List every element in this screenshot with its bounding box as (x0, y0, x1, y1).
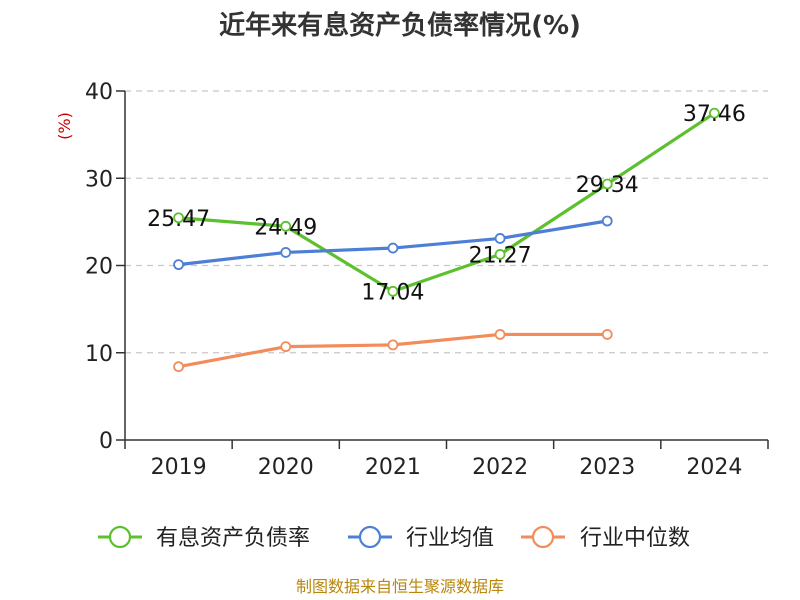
series-line-2 (176, 332, 609, 369)
data-point (601, 329, 613, 340)
data-label: 37.46 (683, 102, 746, 127)
data-point (280, 247, 292, 258)
x-tick-label: 2019 (151, 455, 207, 480)
x-tick-label: 2020 (258, 455, 314, 480)
legend-swatch-marker (108, 525, 132, 549)
legend-swatch-marker (358, 525, 382, 549)
data-label: 29.34 (576, 173, 639, 198)
data-point (709, 107, 720, 119)
data-point (280, 341, 292, 353)
data-labels: 25.47 24.49 17.04 21.27 29.34 37.46 (147, 102, 746, 305)
data-point (173, 212, 184, 224)
legend-item-1[interactable]: 行业均值 (348, 525, 494, 551)
data-point (601, 178, 613, 190)
x-tick-label: 2022 (472, 455, 528, 480)
data-point (494, 329, 506, 340)
data-point (387, 242, 399, 254)
legend: 有息资产负债率 行业均值 行业中位数 (98, 525, 690, 551)
y-tick-label: 0 (99, 429, 113, 454)
chart-title: 近年来有息资产负债率情况(%) (219, 10, 581, 41)
axes: 0 10 20 30 40 2019 2020 2021 2022 2023 2024 (85, 80, 769, 480)
series-layer (173, 107, 720, 373)
series-line-0 (176, 111, 717, 293)
data-point (494, 249, 506, 260)
data-label: 24.49 (254, 215, 317, 240)
legend-label: 有息资产负债率 (156, 526, 310, 551)
x-tick-label: 2023 (579, 455, 635, 480)
legend-item-2[interactable]: 行业中位数 (521, 525, 690, 551)
data-point (387, 285, 399, 297)
data-point (387, 339, 399, 351)
data-label: 17.04 (361, 280, 424, 305)
data-label: 21.27 (469, 243, 532, 268)
data-point (601, 215, 613, 227)
data-point (173, 259, 184, 271)
legend-swatch-marker (531, 525, 555, 549)
y-tick-label: 10 (85, 342, 113, 367)
data-point (173, 361, 184, 373)
data-point (494, 233, 506, 244)
data-label: 25.47 (147, 207, 210, 232)
legend-label: 行业均值 (406, 526, 494, 551)
source-note: 制图数据来自恒生聚源数据库 (296, 577, 504, 596)
data-point (280, 220, 292, 232)
y-tick-label: 40 (85, 80, 113, 105)
x-tick-label: 2021 (365, 455, 421, 480)
y-axis-label: (%) (55, 112, 74, 140)
legend-label: 行业中位数 (580, 526, 690, 551)
x-tick-label: 2024 (686, 455, 742, 480)
legend-item-0[interactable]: 有息资产负债率 (98, 525, 310, 551)
grid-lines (125, 90, 768, 354)
y-tick-label: 20 (85, 255, 113, 280)
y-tick-label: 30 (85, 167, 113, 192)
